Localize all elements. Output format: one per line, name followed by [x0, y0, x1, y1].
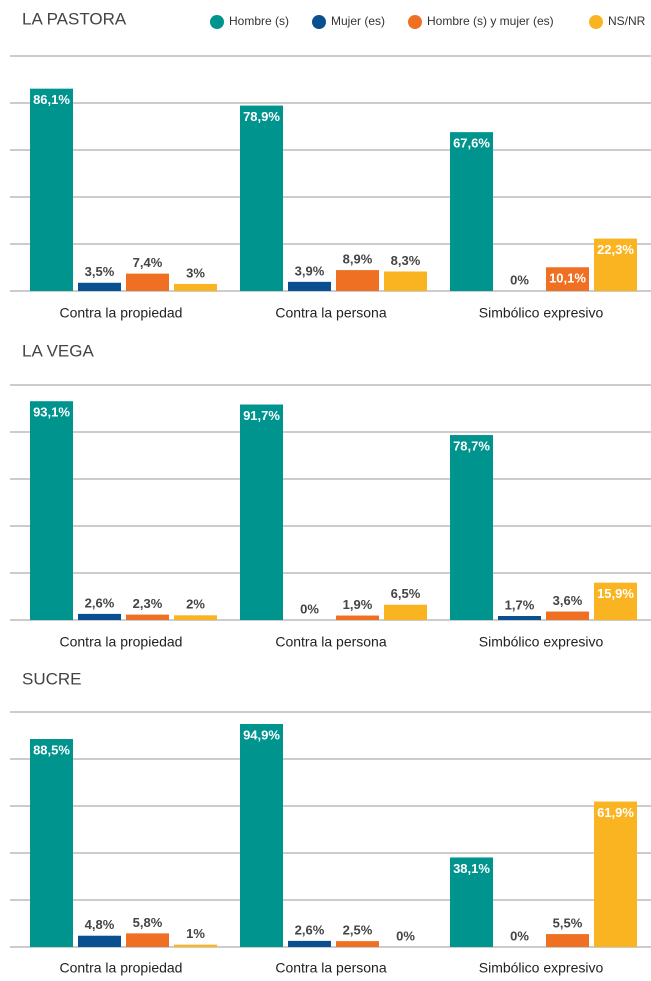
legend-label: Mujer (es): [331, 14, 385, 28]
x-tick-label: Simbólico expresivo: [479, 305, 604, 321]
bar: [336, 270, 379, 291]
bar: [384, 271, 427, 291]
data-label: 2,6%: [295, 922, 325, 937]
data-label: 86,1%: [33, 92, 70, 107]
bar: [30, 401, 73, 620]
data-label: 91,7%: [243, 408, 280, 423]
bar: [288, 281, 331, 291]
x-tick-label: Contra la propiedad: [60, 305, 183, 321]
data-label: 93,1%: [33, 405, 70, 420]
bar: [30, 739, 73, 947]
data-label: 6,5%: [391, 586, 421, 601]
bar: [336, 615, 379, 620]
data-label: 2%: [186, 597, 205, 612]
bar: [30, 88, 73, 291]
bar: [546, 934, 589, 947]
data-label: 7,4%: [133, 255, 163, 270]
data-label: 3,6%: [553, 593, 583, 608]
legend-swatch: [589, 15, 603, 29]
legend-label: Hombre (s): [229, 14, 289, 28]
data-label: 1%: [186, 926, 205, 941]
bar: [450, 857, 493, 947]
data-label: 2,6%: [85, 595, 115, 610]
data-label: 0%: [396, 928, 415, 943]
chart-title: LA VEGA: [22, 341, 94, 360]
x-tick-label: Contra la propiedad: [60, 634, 183, 650]
x-tick-label: Simbólico expresivo: [479, 634, 604, 650]
legend-label: NS/NR: [608, 14, 646, 28]
data-label: 1,9%: [343, 597, 373, 612]
bar: [78, 282, 121, 291]
x-tick-label: Contra la persona: [275, 634, 387, 650]
bar: [174, 615, 217, 620]
bar: [288, 940, 331, 947]
x-tick-label: Simbólico expresivo: [479, 960, 604, 976]
bar: [126, 614, 169, 620]
chart-title: LA PASTORA: [22, 9, 127, 28]
legend-swatch: [210, 15, 224, 29]
data-label: 5,8%: [133, 915, 163, 930]
bar: [78, 613, 121, 620]
data-label: 8,9%: [343, 252, 373, 267]
bar: [174, 283, 217, 291]
data-label: 94,9%: [243, 727, 280, 742]
x-tick-label: Contra la propiedad: [60, 960, 183, 976]
data-label: 0%: [510, 272, 529, 287]
data-label: 22,3%: [597, 242, 634, 257]
bar: [126, 933, 169, 947]
bar: [498, 616, 541, 620]
legend-swatch: [408, 15, 422, 29]
bar: [594, 801, 637, 947]
data-label: 67,6%: [453, 136, 490, 151]
data-label: 0%: [510, 928, 529, 943]
legend-swatch: [312, 15, 326, 29]
data-label: 3,9%: [295, 263, 325, 278]
data-label: 5,5%: [553, 916, 583, 931]
data-label: 78,9%: [243, 109, 280, 124]
bar: [240, 105, 283, 292]
legend-label: Hombre (s) y mujer (es): [427, 14, 554, 28]
data-label: 8,3%: [391, 253, 421, 268]
data-label: 10,1%: [549, 271, 586, 286]
x-tick-label: Contra la persona: [275, 305, 387, 321]
bar: [594, 582, 637, 620]
bar: [450, 132, 493, 291]
data-label: 0%: [300, 601, 319, 616]
data-label: 3%: [186, 265, 205, 280]
data-label: 3,5%: [85, 264, 115, 279]
data-label: 15,9%: [597, 586, 634, 601]
data-label: 1,7%: [505, 597, 535, 612]
bar: [126, 273, 169, 291]
data-label: 2,5%: [343, 923, 373, 938]
bar: [78, 935, 121, 947]
bar: [384, 604, 427, 620]
bar: [546, 267, 589, 291]
bar: [240, 404, 283, 620]
data-label: 38,1%: [453, 861, 490, 876]
data-label: 2,3%: [133, 596, 163, 611]
data-label: 61,9%: [597, 805, 634, 820]
data-label: 4,8%: [85, 917, 115, 932]
bar: [450, 435, 493, 620]
bar: [336, 941, 379, 947]
bar: [594, 238, 637, 291]
bar: [240, 723, 283, 947]
bar: [174, 944, 217, 947]
data-label: 78,7%: [453, 438, 490, 453]
data-label: 88,5%: [33, 742, 70, 757]
chart-title: SUCRE: [22, 669, 82, 688]
bar: [546, 611, 589, 620]
x-tick-label: Contra la persona: [275, 960, 387, 976]
